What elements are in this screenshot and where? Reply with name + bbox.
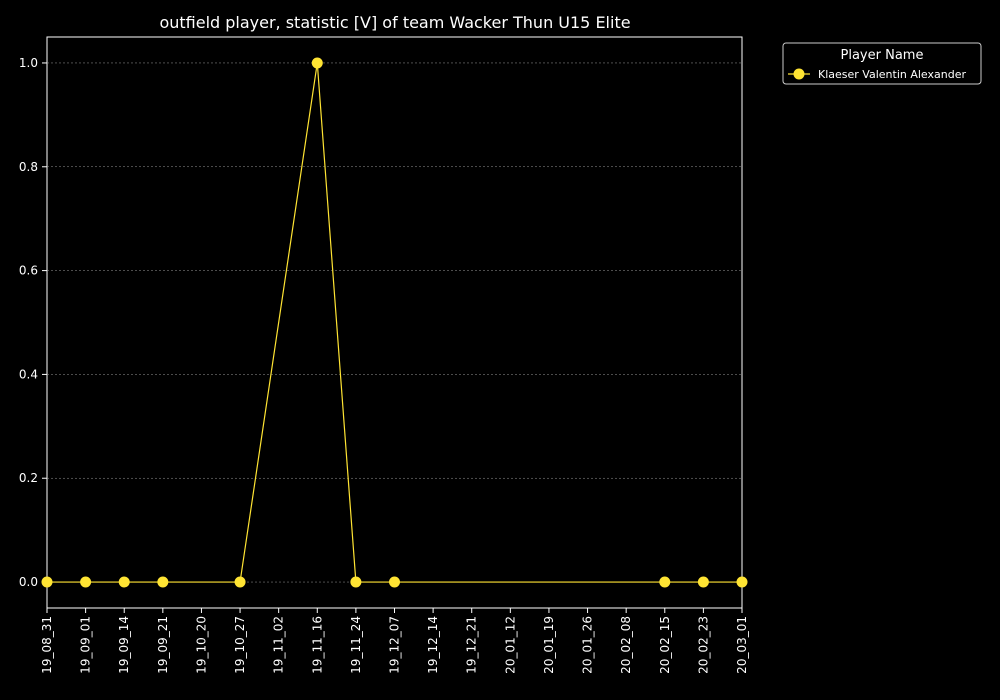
data-point [350, 576, 362, 588]
y-tick-label: 0.6 [19, 264, 38, 278]
y-tick-label: 0.8 [19, 160, 38, 174]
x-tick-label: 19_12_14 [426, 616, 440, 674]
legend-marker [793, 68, 805, 80]
x-tick-label: 19_11_16 [310, 616, 324, 674]
data-point [80, 576, 92, 588]
data-point [311, 57, 323, 69]
x-tick-label: 19_11_24 [349, 616, 363, 674]
x-tick-label: 19_08_31 [40, 616, 54, 674]
x-tick-label: 20_01_12 [503, 616, 517, 674]
plot-area [46, 36, 743, 609]
x-tick-label: 20_02_15 [658, 616, 672, 674]
y-tick-label: 0.4 [19, 367, 38, 381]
data-point [234, 576, 246, 588]
y-tick-label: 1.0 [19, 56, 38, 70]
legend-entry-label: Klaeser Valentin Alexander [818, 68, 966, 81]
legend-title: Player Name [841, 48, 924, 63]
x-tick-label: 20_01_19 [542, 616, 556, 674]
x-tick-label: 19_10_20 [194, 616, 208, 674]
y-tick-label: 0.2 [19, 471, 38, 485]
chart-title: outfield player, statistic [V] of team W… [159, 13, 630, 32]
x-tick-label: 19_10_27 [233, 616, 247, 674]
x-tick-label: 19_11_02 [272, 616, 286, 674]
x-tick-label: 20_02_08 [619, 616, 633, 674]
x-tick-label: 19_09_21 [156, 616, 170, 674]
legend: Player Name Klaeser Valentin Alexander [782, 42, 982, 85]
y-axis: 0.0 0.2 0.4 0.6 0.8 1.0 [19, 56, 47, 589]
data-point [157, 576, 169, 588]
x-tick-label: 19_09_14 [117, 616, 131, 674]
y-tick-label: 0.0 [19, 575, 38, 589]
data-point [697, 576, 709, 588]
x-tick-label: 19_12_07 [388, 616, 402, 674]
legend-box [782, 42, 982, 85]
data-point [389, 576, 400, 588]
x-tick-label: 20_01_26 [581, 616, 595, 674]
data-point [41, 576, 53, 588]
data-point [118, 576, 130, 588]
data-point [659, 576, 671, 588]
series-layer [41, 57, 748, 588]
x-tick-label: 20_02_23 [696, 616, 710, 674]
data-point [736, 576, 748, 588]
x-tick-label: 19_09_01 [79, 616, 93, 674]
x-tick-label: 19_12_21 [465, 616, 479, 674]
x-axis: 19_08_31 19_09_01 19_09_14 19_09_21 19_10_20… [40, 608, 749, 674]
x-tick-label: 20_03_01 [735, 616, 749, 674]
